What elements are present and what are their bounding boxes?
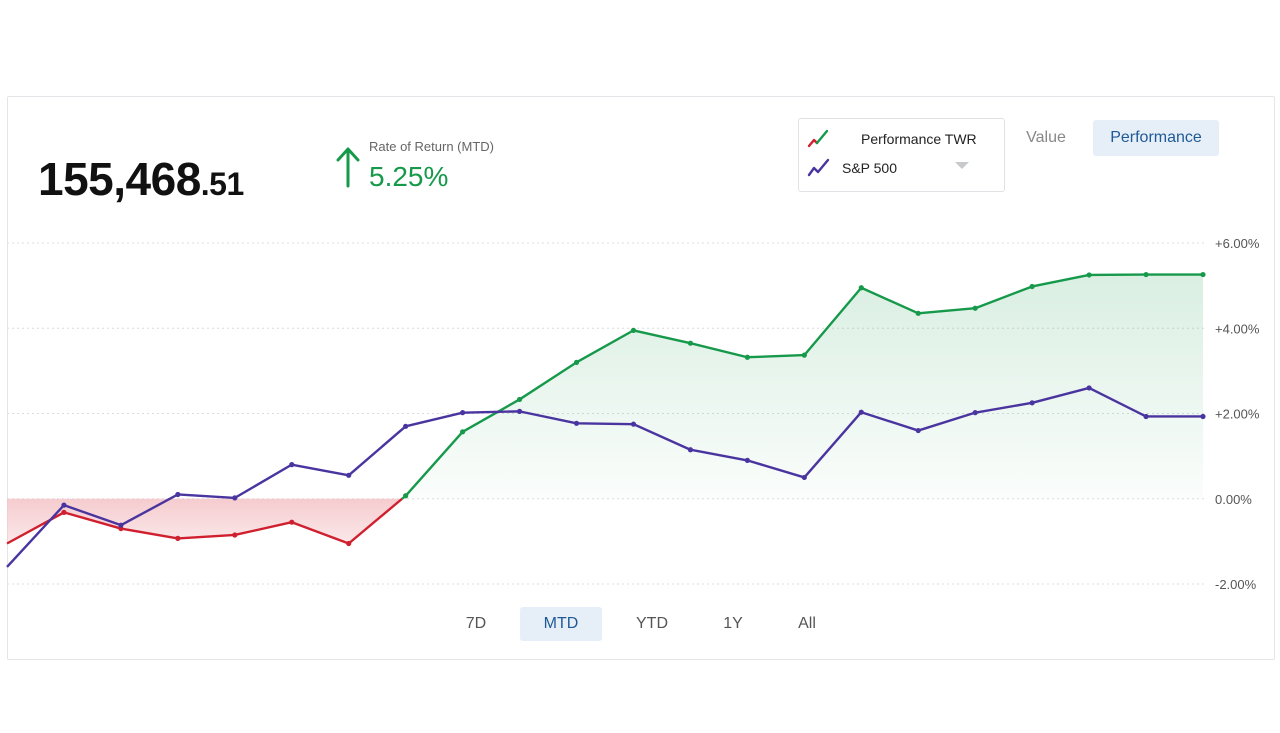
performance-point[interactable]	[403, 493, 409, 499]
performance-point[interactable]	[346, 540, 352, 547]
y-tick-label: +6.00%	[1215, 236, 1260, 251]
benchmark-point[interactable]	[346, 472, 352, 478]
arrow-up-icon	[336, 147, 360, 188]
benchmark-point[interactable]	[744, 457, 750, 463]
legend-label-performance: Performance TWR	[861, 131, 977, 147]
legend-label-benchmark: S&P 500	[842, 160, 898, 176]
legend-item-benchmark: S&P 500	[799, 157, 1006, 179]
benchmark-point[interactable]	[1143, 413, 1149, 420]
benchmark-point[interactable]	[972, 410, 978, 416]
rate-of-return-label: Rate of Return (MTD)	[369, 139, 494, 154]
performance-point[interactable]	[1029, 283, 1035, 290]
range-button-7d[interactable]: 7D	[465, 615, 487, 632]
range-button-mtd[interactable]: MTD	[520, 607, 602, 641]
chevron-down-icon[interactable]	[955, 162, 969, 169]
performance-point[interactable]	[687, 340, 694, 346]
value-toggle-button[interactable]: Value	[1026, 129, 1066, 146]
negative-area	[7, 498, 403, 544]
rate-of-return-value: 5.25%	[369, 161, 449, 192]
performance-toggle-button[interactable]: Performance	[1093, 120, 1219, 156]
benchmark-point[interactable]	[687, 447, 694, 453]
benchmark-line-icon	[807, 158, 830, 177]
benchmark-point[interactable]	[915, 427, 921, 434]
benchmark-point[interactable]	[801, 474, 807, 481]
y-tick-label: +4.00%	[1215, 321, 1260, 336]
benchmark-point[interactable]	[61, 502, 67, 508]
performance-point[interactable]	[744, 354, 750, 360]
balance-whole: 155,468	[38, 153, 201, 205]
performance-point[interactable]	[289, 519, 295, 525]
performance-point[interactable]	[573, 359, 580, 365]
performance-line-icon	[807, 129, 829, 148]
benchmark-point[interactable]	[1029, 400, 1035, 406]
performance-point[interactable]	[630, 327, 637, 333]
benchmark-point[interactable]	[1086, 385, 1092, 391]
series-legend-dropdown[interactable]: Performance TWR S&P 500	[798, 118, 1005, 192]
benchmark-point[interactable]	[1200, 413, 1206, 420]
performance-point[interactable]	[460, 429, 466, 435]
positive-area	[402, 274, 1203, 499]
performance-point[interactable]	[972, 305, 978, 311]
benchmark-point[interactable]	[858, 409, 864, 415]
portfolio-balance: 155,468.51	[38, 152, 244, 206]
benchmark-point[interactable]	[289, 462, 295, 468]
benchmark-point[interactable]	[175, 491, 181, 498]
performance-point[interactable]	[801, 352, 807, 358]
benchmark-point[interactable]	[403, 423, 409, 429]
range-button-1y[interactable]: 1Y	[723, 615, 743, 632]
performance-point[interactable]	[858, 285, 864, 291]
y-tick-label: -2.00%	[1215, 577, 1257, 592]
benchmark-point[interactable]	[516, 408, 523, 414]
benchmark-point[interactable]	[573, 420, 580, 426]
performance-line-positive	[401, 273, 1203, 500]
benchmark-point[interactable]	[118, 522, 124, 528]
performance-point[interactable]	[516, 396, 523, 403]
benchmark-point[interactable]	[232, 495, 238, 501]
performance-line-negative	[6, 497, 403, 545]
benchmark-line	[6, 386, 1203, 568]
performance-point[interactable]	[175, 535, 181, 541]
legend-item-performance: Performance TWR	[799, 128, 1006, 150]
y-tick-label: +2.00%	[1215, 407, 1260, 422]
performance-point[interactable]	[1143, 271, 1149, 278]
performance-point[interactable]	[1200, 271, 1206, 278]
range-button-ytd[interactable]: YTD	[636, 615, 668, 632]
range-button-all[interactable]: All	[798, 615, 816, 632]
performance-point[interactable]	[232, 532, 238, 538]
y-tick-label: 0.00%	[1215, 492, 1252, 507]
balance-cents: .51	[200, 166, 244, 202]
performance-point[interactable]	[915, 310, 921, 316]
benchmark-point[interactable]	[460, 410, 466, 416]
performance-point[interactable]	[61, 509, 67, 515]
benchmark-point[interactable]	[630, 421, 637, 427]
performance-point[interactable]	[1086, 272, 1092, 278]
